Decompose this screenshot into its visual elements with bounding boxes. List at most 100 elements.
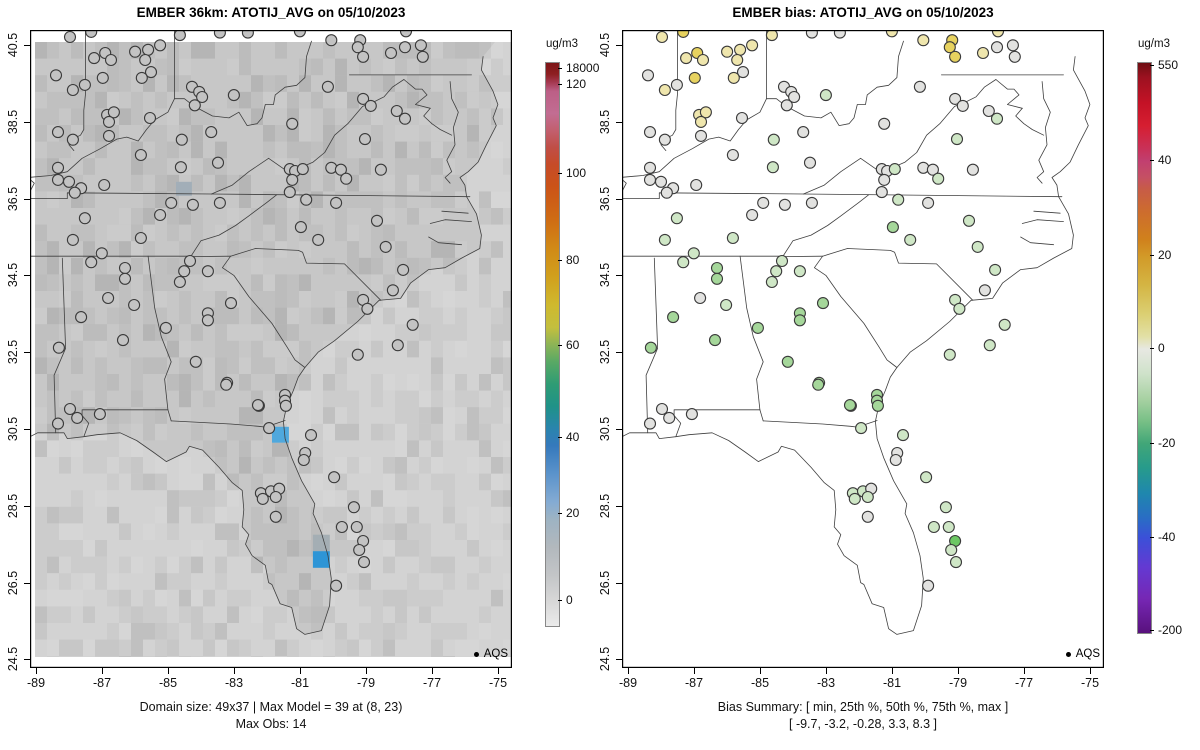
x-axis-tick bbox=[498, 668, 499, 674]
aqs-station-marker bbox=[104, 53, 118, 67]
aqs-station-marker bbox=[696, 53, 710, 67]
aqs-station-marker bbox=[843, 399, 857, 412]
aqs-station-marker bbox=[663, 411, 676, 424]
aqs-station-marker bbox=[976, 46, 990, 60]
aqs-legend-label: AQS bbox=[1075, 648, 1100, 660]
y-axis-tick bbox=[24, 506, 30, 507]
aqs-station-marker bbox=[734, 43, 747, 56]
aqs-station-marker bbox=[654, 175, 668, 188]
x-axis-tick-label: -83 bbox=[816, 676, 836, 690]
colorbar-tick bbox=[1150, 630, 1154, 631]
model-map-legend: AQS bbox=[438, 648, 508, 660]
aqs-station-marker bbox=[390, 104, 403, 118]
aqs-station-marker bbox=[361, 302, 374, 315]
aqs-station-marker bbox=[746, 39, 759, 52]
aqs-station-marker bbox=[51, 173, 65, 186]
aqs-station-marker bbox=[991, 30, 1005, 38]
aqs-station-marker bbox=[251, 399, 265, 412]
x-axis-tick-label: -77 bbox=[422, 676, 442, 690]
aqs-station-marker bbox=[175, 133, 188, 146]
aqs-station-marker bbox=[75, 311, 88, 324]
x-axis-tick-label: -79 bbox=[356, 676, 376, 690]
aqs-station-marker bbox=[643, 126, 657, 139]
aqs-station-marker bbox=[293, 30, 306, 38]
x-axis-tick-label: -87 bbox=[684, 676, 704, 690]
y-axis-tick bbox=[616, 45, 622, 46]
aqs-station-marker bbox=[357, 556, 371, 569]
y-axis-tick-label: 36.5 bbox=[598, 186, 612, 212]
aqs-station-marker bbox=[63, 402, 77, 416]
aqs-station-marker bbox=[956, 99, 969, 112]
aqs-station-marker bbox=[685, 408, 698, 421]
aqs-station-marker bbox=[300, 193, 313, 206]
y-axis-tick bbox=[24, 122, 30, 123]
aqs-station-marker bbox=[688, 71, 701, 84]
y-axis-tick-label: 28.5 bbox=[598, 493, 612, 519]
colorbar-tick bbox=[1150, 65, 1154, 66]
aqs-station-marker bbox=[66, 83, 79, 97]
aqs-station-marker bbox=[406, 318, 419, 331]
aqs-station-marker bbox=[989, 263, 1002, 276]
aqs-station-marker bbox=[154, 208, 167, 222]
aqs-station-marker bbox=[641, 69, 655, 82]
aqs-station-marker bbox=[670, 78, 683, 91]
aqs-station-marker bbox=[770, 265, 783, 278]
colorbar-tick-label: 80 bbox=[566, 253, 580, 267]
colorbar-tick bbox=[558, 513, 562, 514]
aqs-station-marker bbox=[196, 90, 209, 104]
aqs-station-marker bbox=[384, 46, 398, 60]
bias-map bbox=[622, 30, 1104, 668]
plot-frame bbox=[622, 30, 1104, 668]
colorbar-tick-label: 40 bbox=[566, 430, 580, 444]
aqs-station-marker bbox=[982, 104, 995, 118]
aqs-station-marker bbox=[297, 453, 310, 467]
y-axis-tick bbox=[616, 506, 622, 507]
aqs-station-marker bbox=[643, 417, 657, 430]
aqs-station-marker bbox=[357, 50, 370, 63]
colorbar-tick bbox=[1150, 160, 1154, 161]
aqs-station-marker bbox=[939, 501, 952, 514]
aqs-station-marker bbox=[78, 212, 91, 225]
aqs-station-marker bbox=[129, 45, 142, 58]
aqs-station-marker bbox=[805, 30, 818, 39]
colorbar-tick bbox=[1150, 443, 1154, 444]
x-axis-tick-label: -77 bbox=[1014, 676, 1034, 690]
x-axis-tick bbox=[168, 668, 169, 674]
aqs-station-marker bbox=[154, 39, 167, 52]
aqs-station-marker bbox=[183, 254, 197, 268]
aqs-station-marker bbox=[780, 99, 793, 112]
colorbar-tick bbox=[558, 345, 562, 346]
aqs-station-marker bbox=[263, 422, 276, 435]
aqs-station-marker bbox=[220, 378, 233, 391]
x-axis-tick bbox=[1024, 668, 1025, 674]
aqs-station-marker bbox=[775, 254, 789, 268]
aqs-station-marker bbox=[98, 178, 111, 192]
aqs-station-marker bbox=[720, 298, 733, 312]
aqs-station-marker bbox=[875, 186, 888, 199]
aqs-station-marker bbox=[878, 173, 891, 186]
x-axis-tick-label: -87 bbox=[92, 676, 112, 690]
aqs-station-marker bbox=[966, 163, 979, 176]
aqs-station-marker bbox=[962, 214, 976, 227]
aqs-station-marker bbox=[920, 471, 933, 484]
model-raster bbox=[35, 42, 512, 657]
x-axis-tick bbox=[628, 668, 629, 674]
aqs-station-marker bbox=[347, 501, 360, 514]
aqs-station-marker bbox=[694, 291, 707, 305]
model-map-title: EMBER 36km: ATOTIJ_AVG on 05/10/2023 bbox=[136, 5, 406, 20]
aqs-station-marker bbox=[328, 471, 341, 484]
aqs-station-marker bbox=[710, 272, 724, 285]
colorbar-tick bbox=[558, 260, 562, 261]
aqs-station-marker bbox=[62, 175, 76, 188]
aqs-station-marker bbox=[325, 161, 338, 174]
aqs-station-marker bbox=[949, 50, 962, 63]
aqs-station-marker bbox=[812, 378, 825, 391]
aqs-station-marker bbox=[269, 510, 282, 523]
aqs-station-marker bbox=[334, 163, 347, 176]
aqs-station-marker bbox=[351, 41, 364, 54]
x-axis-tick bbox=[366, 668, 367, 674]
colorbar-tick bbox=[558, 173, 562, 174]
colorbar-tick-label: 18000 bbox=[566, 61, 600, 75]
aqs-station-marker bbox=[781, 355, 794, 368]
